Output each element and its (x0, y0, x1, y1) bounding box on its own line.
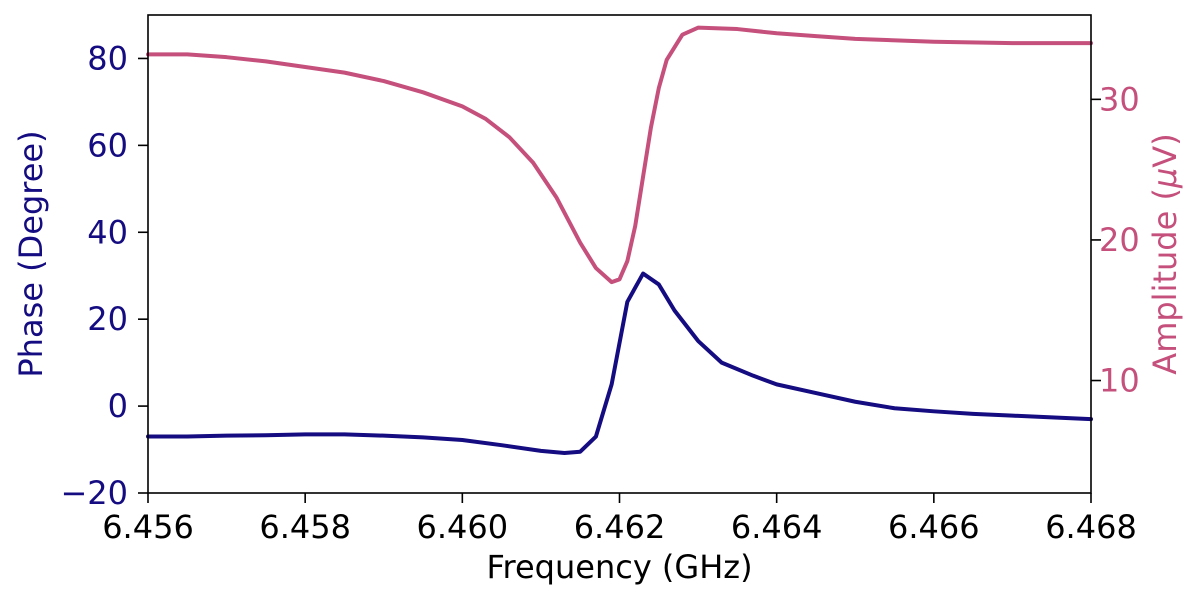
y-right-tick-label: 20 (1099, 221, 1140, 259)
plot-frame (147, 14, 1092, 494)
y-left-tick-label: 60 (87, 126, 128, 164)
y-left-tick-label: 20 (87, 300, 128, 338)
x-tick-label: 6.456 (102, 508, 194, 546)
y-left-tick-label: 0 (108, 387, 128, 425)
y-right-tick-label: 30 (1099, 80, 1140, 118)
y-axis-right-label-unit: V) (1146, 133, 1184, 167)
y-axis-left-ticks: −20 0 20 40 60 80 (60, 39, 148, 512)
x-tick-label: 6.464 (731, 508, 823, 546)
y-right-tick-label: 10 (1099, 362, 1140, 400)
y-axis-right-label-text: Amplitude ( (1146, 188, 1184, 375)
y-left-tick-label: −20 (60, 474, 128, 512)
y-axis-right-label: Amplitude (μV) (1146, 133, 1184, 374)
amplitude-series-line (146, 25, 1093, 285)
x-tick-label: 6.458 (259, 508, 351, 546)
x-tick-label: 6.462 (574, 508, 666, 546)
y-left-tick-label: 80 (87, 39, 128, 77)
y-axis-left-label: Phase (Degree) (12, 130, 50, 377)
x-tick-label: 6.466 (888, 508, 980, 546)
y-axis-right-label-mu: μ (1146, 168, 1184, 189)
x-tick-label: 6.468 (1045, 508, 1137, 546)
plot-area (146, 25, 1093, 456)
x-axis-label: Frequency (GHz) (486, 548, 752, 586)
x-tick-label: 6.460 (417, 508, 509, 546)
phase-series-line (146, 271, 1093, 456)
x-axis-ticks: 6.456 6.458 6.460 6.462 6.464 6.466 6.468 (102, 493, 1137, 546)
y-axis-right-ticks: 10 20 30 (1091, 80, 1140, 400)
y-left-tick-label: 40 (87, 213, 128, 251)
